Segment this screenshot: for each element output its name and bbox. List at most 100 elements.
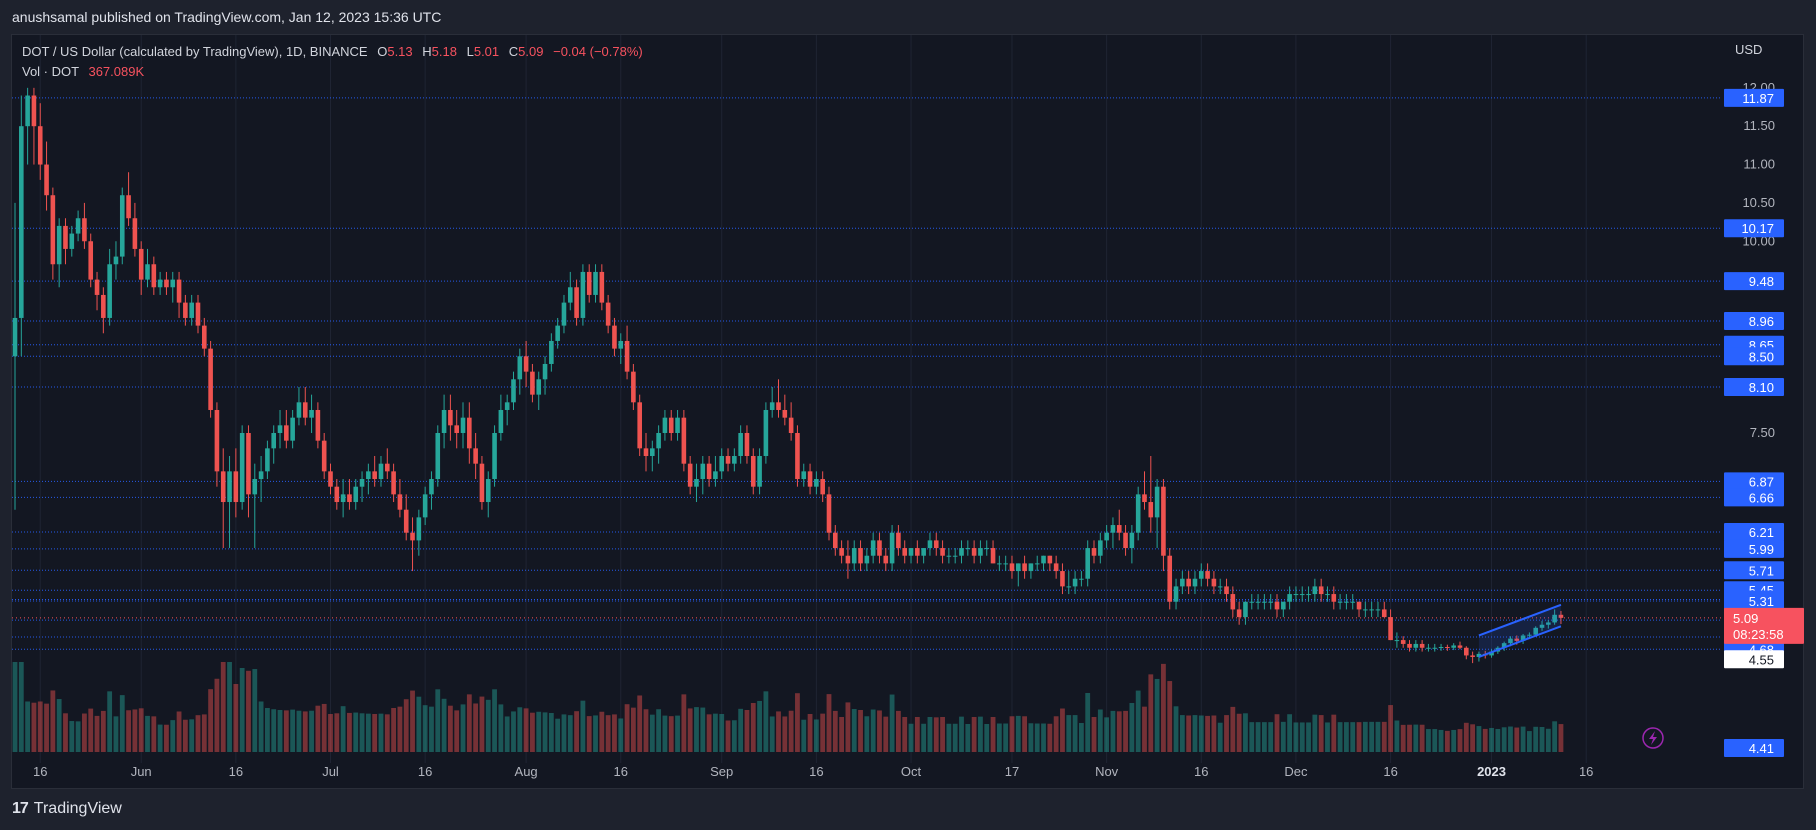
candle-body [1281,601,1286,610]
volume-bar [788,710,794,752]
candle-body [1167,555,1173,602]
volume-bar [738,708,744,752]
volume-bar [1015,715,1021,752]
close-label: C [508,44,519,59]
level-price-tag [1724,472,1784,491]
volume-bar [618,718,624,752]
volume-bar [996,723,1002,752]
volume-bar [189,719,195,752]
volume-bar [410,690,415,752]
candle-body [290,417,295,441]
candle-body [1312,586,1318,595]
x-tick-label: 17 [1005,764,1019,779]
volume-bar [1217,722,1223,752]
candle-body [1464,647,1469,656]
volume-bar [1527,731,1532,752]
volume-bar [1078,723,1084,752]
volume-bar [1028,723,1034,752]
candle-body [694,479,699,487]
candle-body [1015,563,1021,572]
candle-body [296,402,302,418]
volume-bar [637,695,643,752]
candle-body [1508,638,1513,644]
volume-bar [1243,713,1248,752]
candle-body [984,548,990,550]
candle-body [1072,578,1078,587]
candle-body [732,456,737,464]
candle-body [1180,578,1185,587]
candle-body [1299,594,1305,596]
x-tick-label: 16 [418,764,432,779]
candle-body [643,448,649,457]
volume-bar [1224,715,1229,752]
candle-body [384,463,390,472]
candle-body [164,279,169,288]
candle-body [1230,594,1236,610]
candle-body [340,494,346,503]
volume-bar [959,716,964,752]
volume-bar [1261,722,1267,752]
candle-body [763,409,769,457]
volume-bar [725,720,731,752]
level-price-text: 8.10 [1749,380,1774,395]
volume-bar [1325,722,1330,752]
candle-body [170,279,176,288]
level-price-text: 8.50 [1749,349,1774,364]
volume-bar [31,702,37,752]
volume-bar [687,708,693,752]
volume-bar [1312,714,1318,752]
volume-bar [1558,724,1564,752]
volume-bar [25,701,31,752]
candle-body [138,248,144,280]
countdown-text: 08:23:58 [1733,627,1784,642]
volume-bar [1533,726,1539,752]
volume-bar [599,711,605,752]
level-price-tag [1724,88,1784,107]
candle-body [1318,586,1324,595]
grid-lines [39,35,1587,763]
open-value: 5.13 [387,44,413,59]
volume-bar [700,707,706,752]
candle-body [946,555,952,557]
volume-bar [593,715,598,752]
candle-body [145,264,150,280]
candle-body [820,479,825,495]
level-price-tag [1724,219,1784,238]
volume-bar [984,724,990,752]
tradingview-logo[interactable]: 17 TradingView [12,800,122,818]
volume-bar [750,703,756,752]
volume-bar [277,710,283,752]
bottom-price-tag [1724,739,1784,757]
candle-body [12,317,18,357]
candle-body [1287,594,1292,602]
candle-body [580,271,586,318]
price-axis: 12.0011.5011.0010.5010.008.107.5011.8710… [1724,80,1804,757]
candle-body [1546,622,1551,625]
candle-body [1135,494,1141,533]
candle-body [403,509,409,533]
currency-label[interactable]: USD [1735,42,1763,57]
candle-body [1022,563,1027,572]
candle-body [1192,578,1198,587]
candle-body [1457,645,1463,648]
candle-body [1445,646,1450,648]
volume-bar [220,662,226,752]
tradingview-logo-text: TradingView [33,800,122,817]
volume-bar [201,714,207,752]
x-tick-label: 16 [1194,764,1208,779]
level-price-text: 6.66 [1749,490,1774,505]
alert-bolt-glyph [1649,731,1657,745]
volume-bar [1249,722,1255,752]
candle-body [1363,609,1368,611]
volume-bar [1356,722,1362,752]
volume-bar [668,716,674,752]
candle-body [1476,653,1482,657]
volume-bar [649,714,655,752]
candle-body [132,218,138,249]
candle-body [536,379,542,395]
volume-bar [302,711,308,752]
candle-body [1331,594,1337,602]
volume-bar [283,710,289,752]
volume-bar [1022,716,1027,752]
